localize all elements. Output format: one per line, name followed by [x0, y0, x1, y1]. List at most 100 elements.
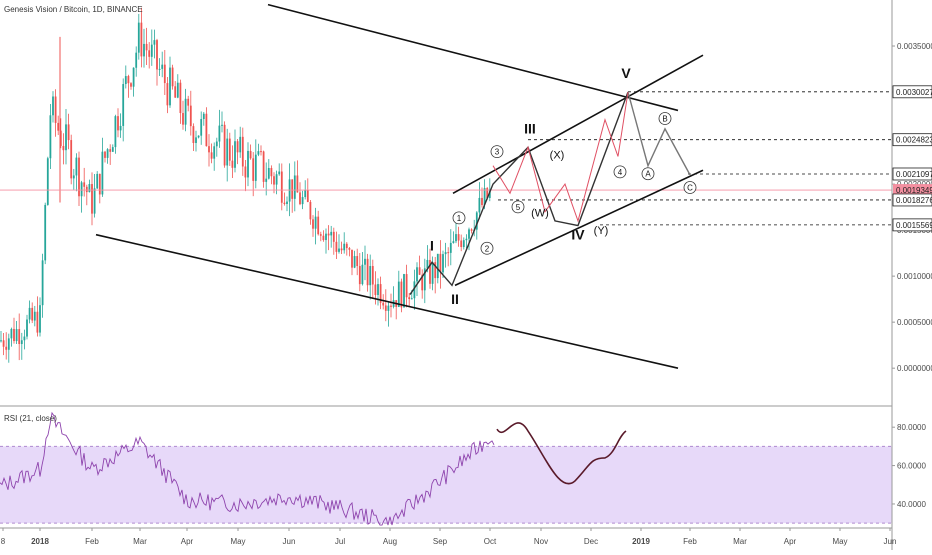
price-label-box: [892, 85, 932, 99]
candle-body: [236, 141, 239, 153]
candle-body: [436, 253, 439, 279]
downtrend-lower: [95, 233, 679, 369]
candle-body: [44, 204, 47, 261]
candle-body: [150, 44, 153, 57]
candle-body: [247, 150, 249, 178]
candle-body: [249, 150, 252, 159]
wave-grey: [627, 91, 691, 176]
candle-body: [75, 157, 78, 176]
candle-body: [182, 113, 184, 125]
candle-body: [109, 149, 112, 152]
candle-body: [158, 68, 161, 70]
candle-body: [358, 266, 361, 285]
candle-body: [275, 174, 278, 185]
uptrend-upper: [452, 54, 704, 194]
candle-body: [332, 231, 335, 242]
x-tick-label: Jul: [335, 537, 345, 546]
candle-body: [356, 256, 359, 267]
candle-body: [312, 219, 314, 229]
x-tick-label: Sep: [433, 537, 448, 546]
candle-body: [202, 113, 205, 120]
candle-body: [57, 122, 60, 131]
candle-body: [348, 248, 351, 250]
x-tick-label: Apr: [784, 537, 797, 546]
candle-body: [470, 229, 473, 231]
candle-body: [481, 197, 483, 206]
candle-body: [83, 182, 86, 187]
candle-body: [338, 248, 340, 252]
candle-body: [132, 67, 135, 87]
wave-label: B: [662, 115, 667, 124]
price-label-text: 0.0021097: [896, 170, 932, 179]
candle-body: [304, 190, 307, 198]
x-tick-label: 2018: [31, 537, 49, 546]
candle-body: [122, 84, 125, 126]
candle-body: [265, 178, 268, 182]
candle-body: [2, 340, 5, 347]
candle-body: [213, 146, 216, 159]
candle-body: [408, 297, 411, 300]
candle-body: [426, 259, 429, 269]
candle-body: [379, 284, 382, 303]
rsi-label: RSI (21, close): [4, 414, 57, 423]
candle-body: [215, 141, 218, 147]
candle-body: [382, 302, 385, 306]
candle-body: [390, 305, 392, 307]
x-tick-label: Apr: [181, 537, 194, 546]
candle-body: [384, 305, 387, 311]
candle-body: [418, 267, 421, 275]
wave-label-circle: [613, 165, 627, 179]
candle-body: [468, 229, 470, 239]
candle-body: [322, 235, 325, 241]
candle-body: [252, 158, 255, 181]
candle-body: [169, 67, 171, 106]
candle-body: [431, 262, 434, 284]
wave-label: 3: [495, 148, 500, 157]
wave-label: 1: [457, 214, 462, 223]
candle-body: [187, 98, 190, 106]
price-label-text: 0.0024823: [896, 136, 932, 145]
candle-body: [361, 264, 364, 285]
candle-body: [353, 256, 356, 268]
candle-body: [49, 115, 52, 159]
candle-body: [296, 175, 299, 193]
candle-body: [444, 252, 447, 255]
candle-body: [26, 319, 28, 337]
candle-body: [80, 182, 83, 197]
candle-body: [400, 281, 403, 308]
candle-body: [478, 197, 481, 213]
x-tick-label: May: [230, 537, 245, 546]
candle-body: [205, 113, 208, 147]
price-label-text: 0.0018276: [896, 196, 932, 205]
candle-body: [36, 311, 39, 333]
x-tick-label: Aug: [383, 537, 397, 546]
candle-body: [18, 329, 21, 345]
candle-body: [184, 98, 187, 125]
wave-label: I: [430, 237, 434, 253]
candle-body: [483, 188, 486, 206]
x-tick-label: Feb: [683, 537, 697, 546]
candle-body: [156, 40, 158, 70]
candle-body: [218, 125, 221, 142]
x-tick-label: Dec: [584, 537, 598, 546]
candle-body: [486, 188, 489, 198]
candle-body: [145, 43, 148, 51]
candle-body: [130, 83, 132, 87]
candle-body: [46, 158, 49, 205]
candle-body: [140, 22, 143, 57]
wave-label-circle: [658, 112, 672, 125]
x-tick-label: Nov: [534, 537, 548, 546]
candle-body: [195, 137, 197, 143]
x-tick-label: 2019: [632, 537, 650, 546]
candle-body: [223, 124, 226, 166]
candle-body: [410, 298, 413, 300]
uptrend-lower: [454, 169, 704, 287]
candle-body: [91, 184, 93, 214]
rsi-projection: [496, 422, 627, 485]
wave-label: V: [621, 65, 631, 81]
candle-body: [330, 231, 333, 236]
candle-body: [403, 274, 405, 308]
